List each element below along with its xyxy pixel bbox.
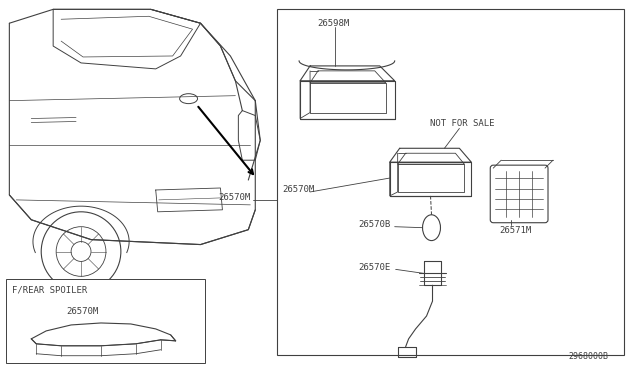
Text: F/REAR SPOILER: F/REAR SPOILER: [12, 285, 88, 294]
Text: 26570M: 26570M: [66, 307, 99, 316]
Text: 26570M: 26570M: [282, 186, 314, 195]
Ellipse shape: [180, 94, 198, 104]
Text: 26598M: 26598M: [317, 19, 349, 28]
Text: 26570E: 26570E: [358, 263, 390, 272]
Bar: [277, 9, 623, 355]
Text: 26570M: 26570M: [218, 193, 251, 202]
Bar: [6, 279, 205, 363]
Text: NOT FOR SALE: NOT FOR SALE: [429, 119, 494, 128]
Text: 2968000B: 2968000B: [569, 352, 609, 361]
Text: 26570B: 26570B: [358, 220, 390, 229]
FancyBboxPatch shape: [490, 165, 548, 223]
Ellipse shape: [422, 215, 440, 241]
Text: 26571M: 26571M: [499, 226, 531, 235]
